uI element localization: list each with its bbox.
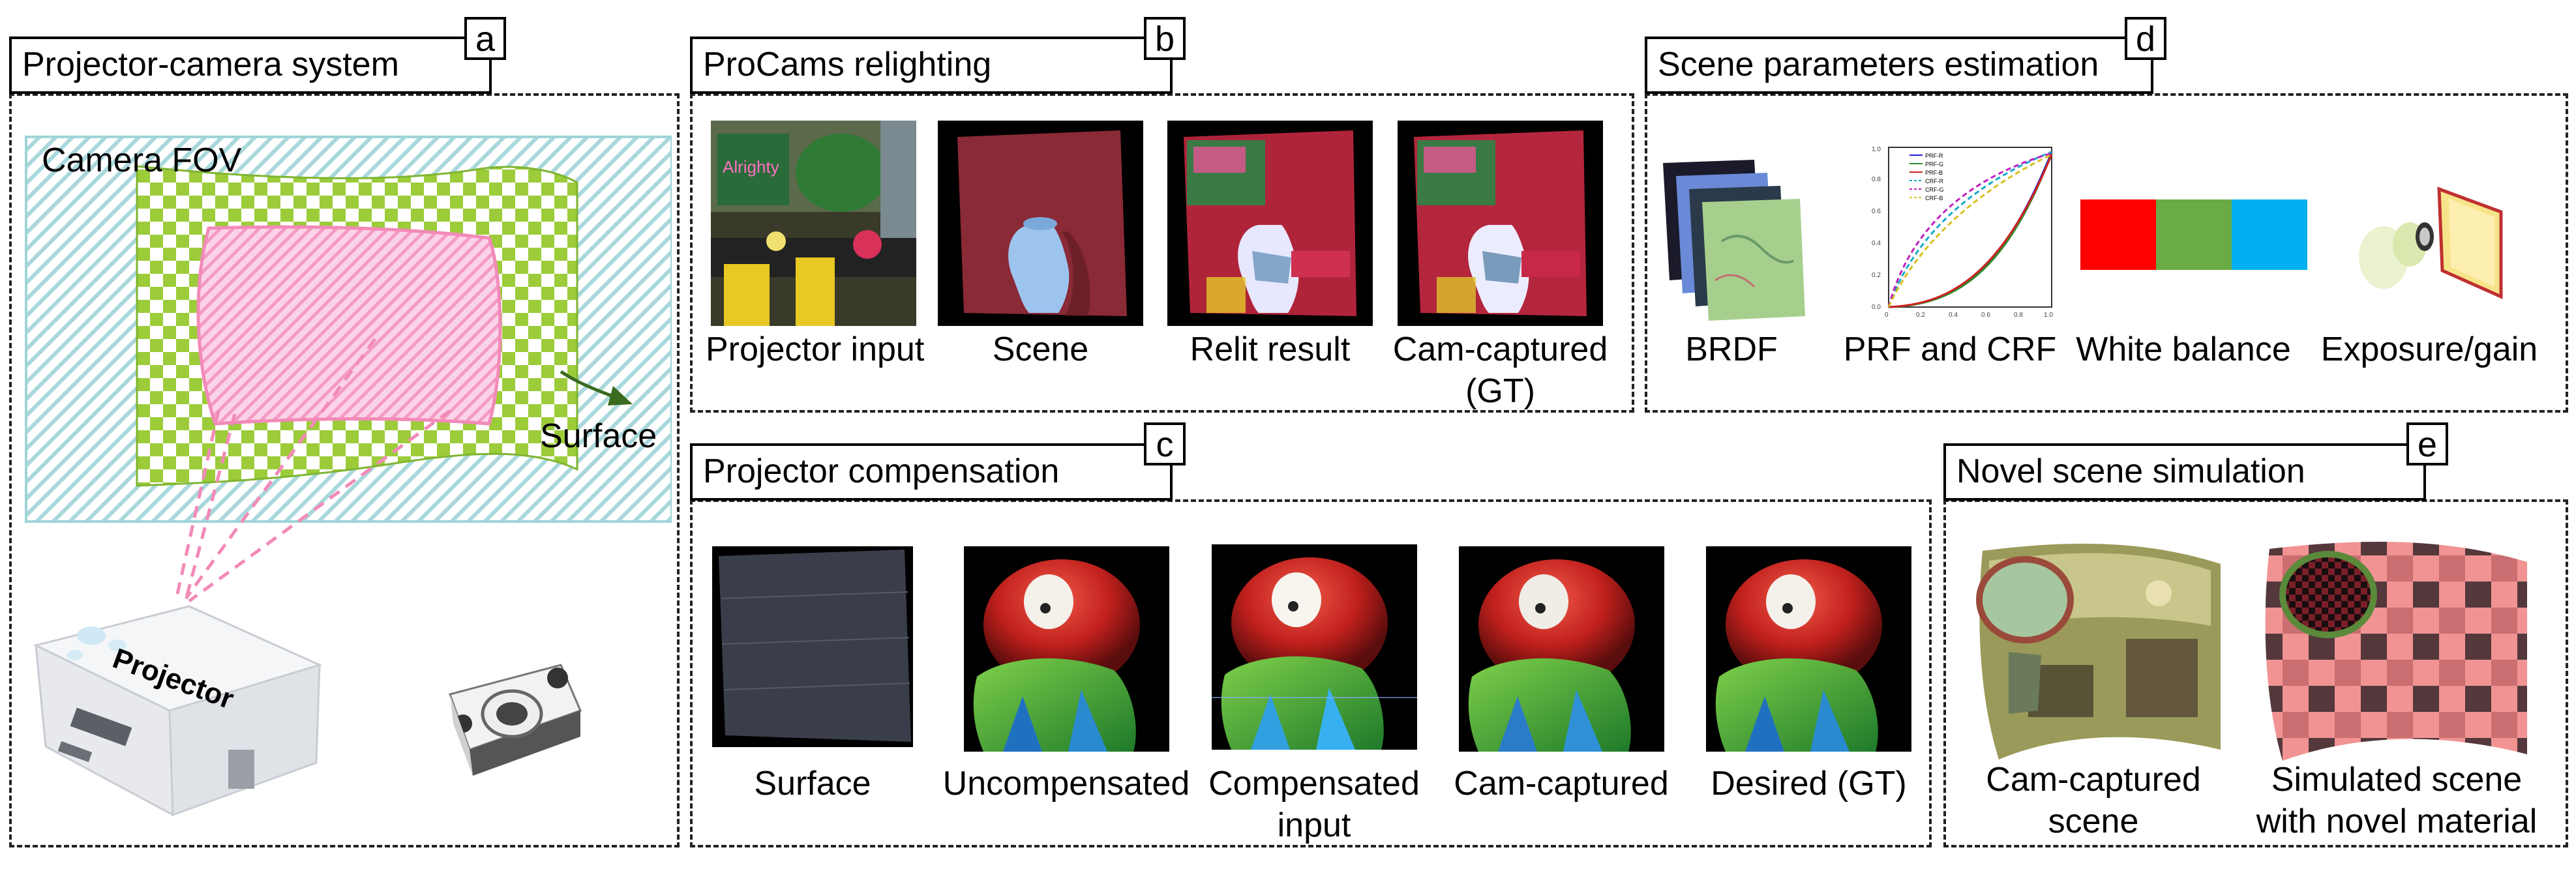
caption-exposure-gain: Exposure/gain	[2320, 331, 2538, 368]
tick-y-3: 0.6	[1872, 208, 1881, 215]
swatch-red	[2080, 199, 2156, 270]
panel-b-title: ProCams relighting	[690, 37, 1173, 94]
caption-surface: Surface	[754, 765, 871, 803]
caption-brdf: BRDF	[1685, 331, 1778, 368]
cam-captured-gt-image	[1398, 121, 1603, 326]
legend-crf-b: CRF-B	[1925, 195, 1943, 201]
panel-e	[1943, 499, 2568, 847]
desired-gt-image	[1706, 546, 1911, 752]
camera-icon	[449, 664, 582, 776]
tick-y-4: 0.8	[1872, 176, 1881, 183]
tick-x-2: 0.4	[1949, 312, 1958, 319]
caption-gt: (GT)	[1465, 372, 1535, 410]
caption-desired-gt: Desired (GT)	[1711, 765, 1907, 803]
brdf-image	[1656, 150, 1813, 326]
panel-c-tag: c	[1144, 422, 1186, 465]
panel-e-title: Novel scene simulation	[1943, 443, 2426, 501]
caption-projector-input: Projector input	[706, 331, 925, 368]
projector-icon	[33, 605, 323, 817]
caption-cam-captured-scene: Cam-captured	[1986, 761, 2201, 799]
projector-camera-illustration: Projector	[20, 104, 672, 841]
legend-prf-g: PRF-G	[1925, 161, 1943, 168]
panel-c-title: Projector compensation	[690, 443, 1173, 501]
prf-crf-chart: PRF-R PRF-G PRF-B CRF-R CRF-G CRF-B 0 0.…	[1870, 142, 2061, 323]
tick-y-5: 1.0	[1872, 146, 1881, 153]
caption-compensated: Compensated	[1208, 765, 1420, 803]
caption-scene: Scene	[992, 331, 1089, 368]
simulated-scene-image	[2256, 529, 2530, 761]
compensation-surface-image	[712, 546, 913, 747]
projection-rays	[174, 338, 451, 603]
caption-prf-crf: PRF and CRF	[1843, 331, 2057, 368]
panel-b-tag: b	[1144, 17, 1186, 60]
caption-compensation-cam-captured: Cam-captured	[1454, 765, 1669, 803]
tick-y-0: 0.0	[1872, 304, 1881, 311]
panel-b	[690, 93, 1634, 413]
caption-simulated-scene: Simulated scene	[2271, 761, 2523, 799]
cam-captured-scene-image	[1969, 535, 2224, 759]
legend-crf-g: CRF-G	[1925, 186, 1944, 193]
caption-compensated-input: input	[1277, 806, 1351, 844]
caption-novel-material: with novel material	[2256, 803, 2538, 840]
svg-text:Alrighty: Alrighty	[723, 157, 779, 177]
caption-relit-result: Relit result	[1190, 331, 1351, 368]
swatch-green	[2156, 199, 2232, 270]
scene-image	[938, 121, 1143, 326]
projected-area	[196, 225, 502, 426]
tick-x-4: 0.8	[2014, 312, 2023, 319]
tick-y-1: 0.2	[1872, 272, 1881, 279]
projector-input-image: Alrighty	[711, 121, 916, 326]
swatch-blue	[2232, 199, 2307, 270]
white-balance-swatches	[2080, 199, 2307, 270]
caption-scene-e: scene	[2048, 803, 2139, 840]
panel-a-tag: a	[464, 17, 506, 60]
panel-a-title: Projector-camera system	[9, 37, 492, 94]
panel-e-tag: e	[2406, 422, 2448, 465]
panel-a	[9, 93, 680, 847]
caption-cam-captured: Cam-captured	[1392, 331, 1608, 368]
tick-x-1: 0.2	[1916, 312, 1925, 319]
uncompensated-image	[964, 546, 1169, 752]
compensation-cam-captured-image	[1459, 546, 1664, 752]
relit-result-image	[1167, 121, 1373, 326]
panel-d-title: Scene parameters estimation	[1645, 37, 2153, 94]
tick-x-5: 1.0	[2044, 312, 2053, 319]
tick-y-2: 0.4	[1872, 240, 1881, 247]
caption-uncompensated: Uncompensated	[942, 765, 1190, 803]
camera-fov-label: Camera FOV	[42, 141, 242, 179]
legend-crf-r: CRF-R	[1925, 178, 1943, 184]
caption-white-balance: White balance	[2076, 331, 2291, 368]
panel-c	[690, 499, 1932, 847]
exposure-gain-icon	[2348, 160, 2517, 310]
tick-x-0: 0	[1885, 312, 1889, 319]
tick-x-3: 0.6	[1981, 312, 1990, 319]
legend-prf-r: PRF-R	[1925, 153, 1943, 159]
panel-d-tag: d	[2125, 17, 2166, 60]
compensated-input-image	[1212, 544, 1417, 750]
legend-prf-b: PRF-B	[1925, 169, 1943, 176]
panel-d	[1645, 93, 2568, 413]
surface-label: Surface	[540, 417, 657, 455]
